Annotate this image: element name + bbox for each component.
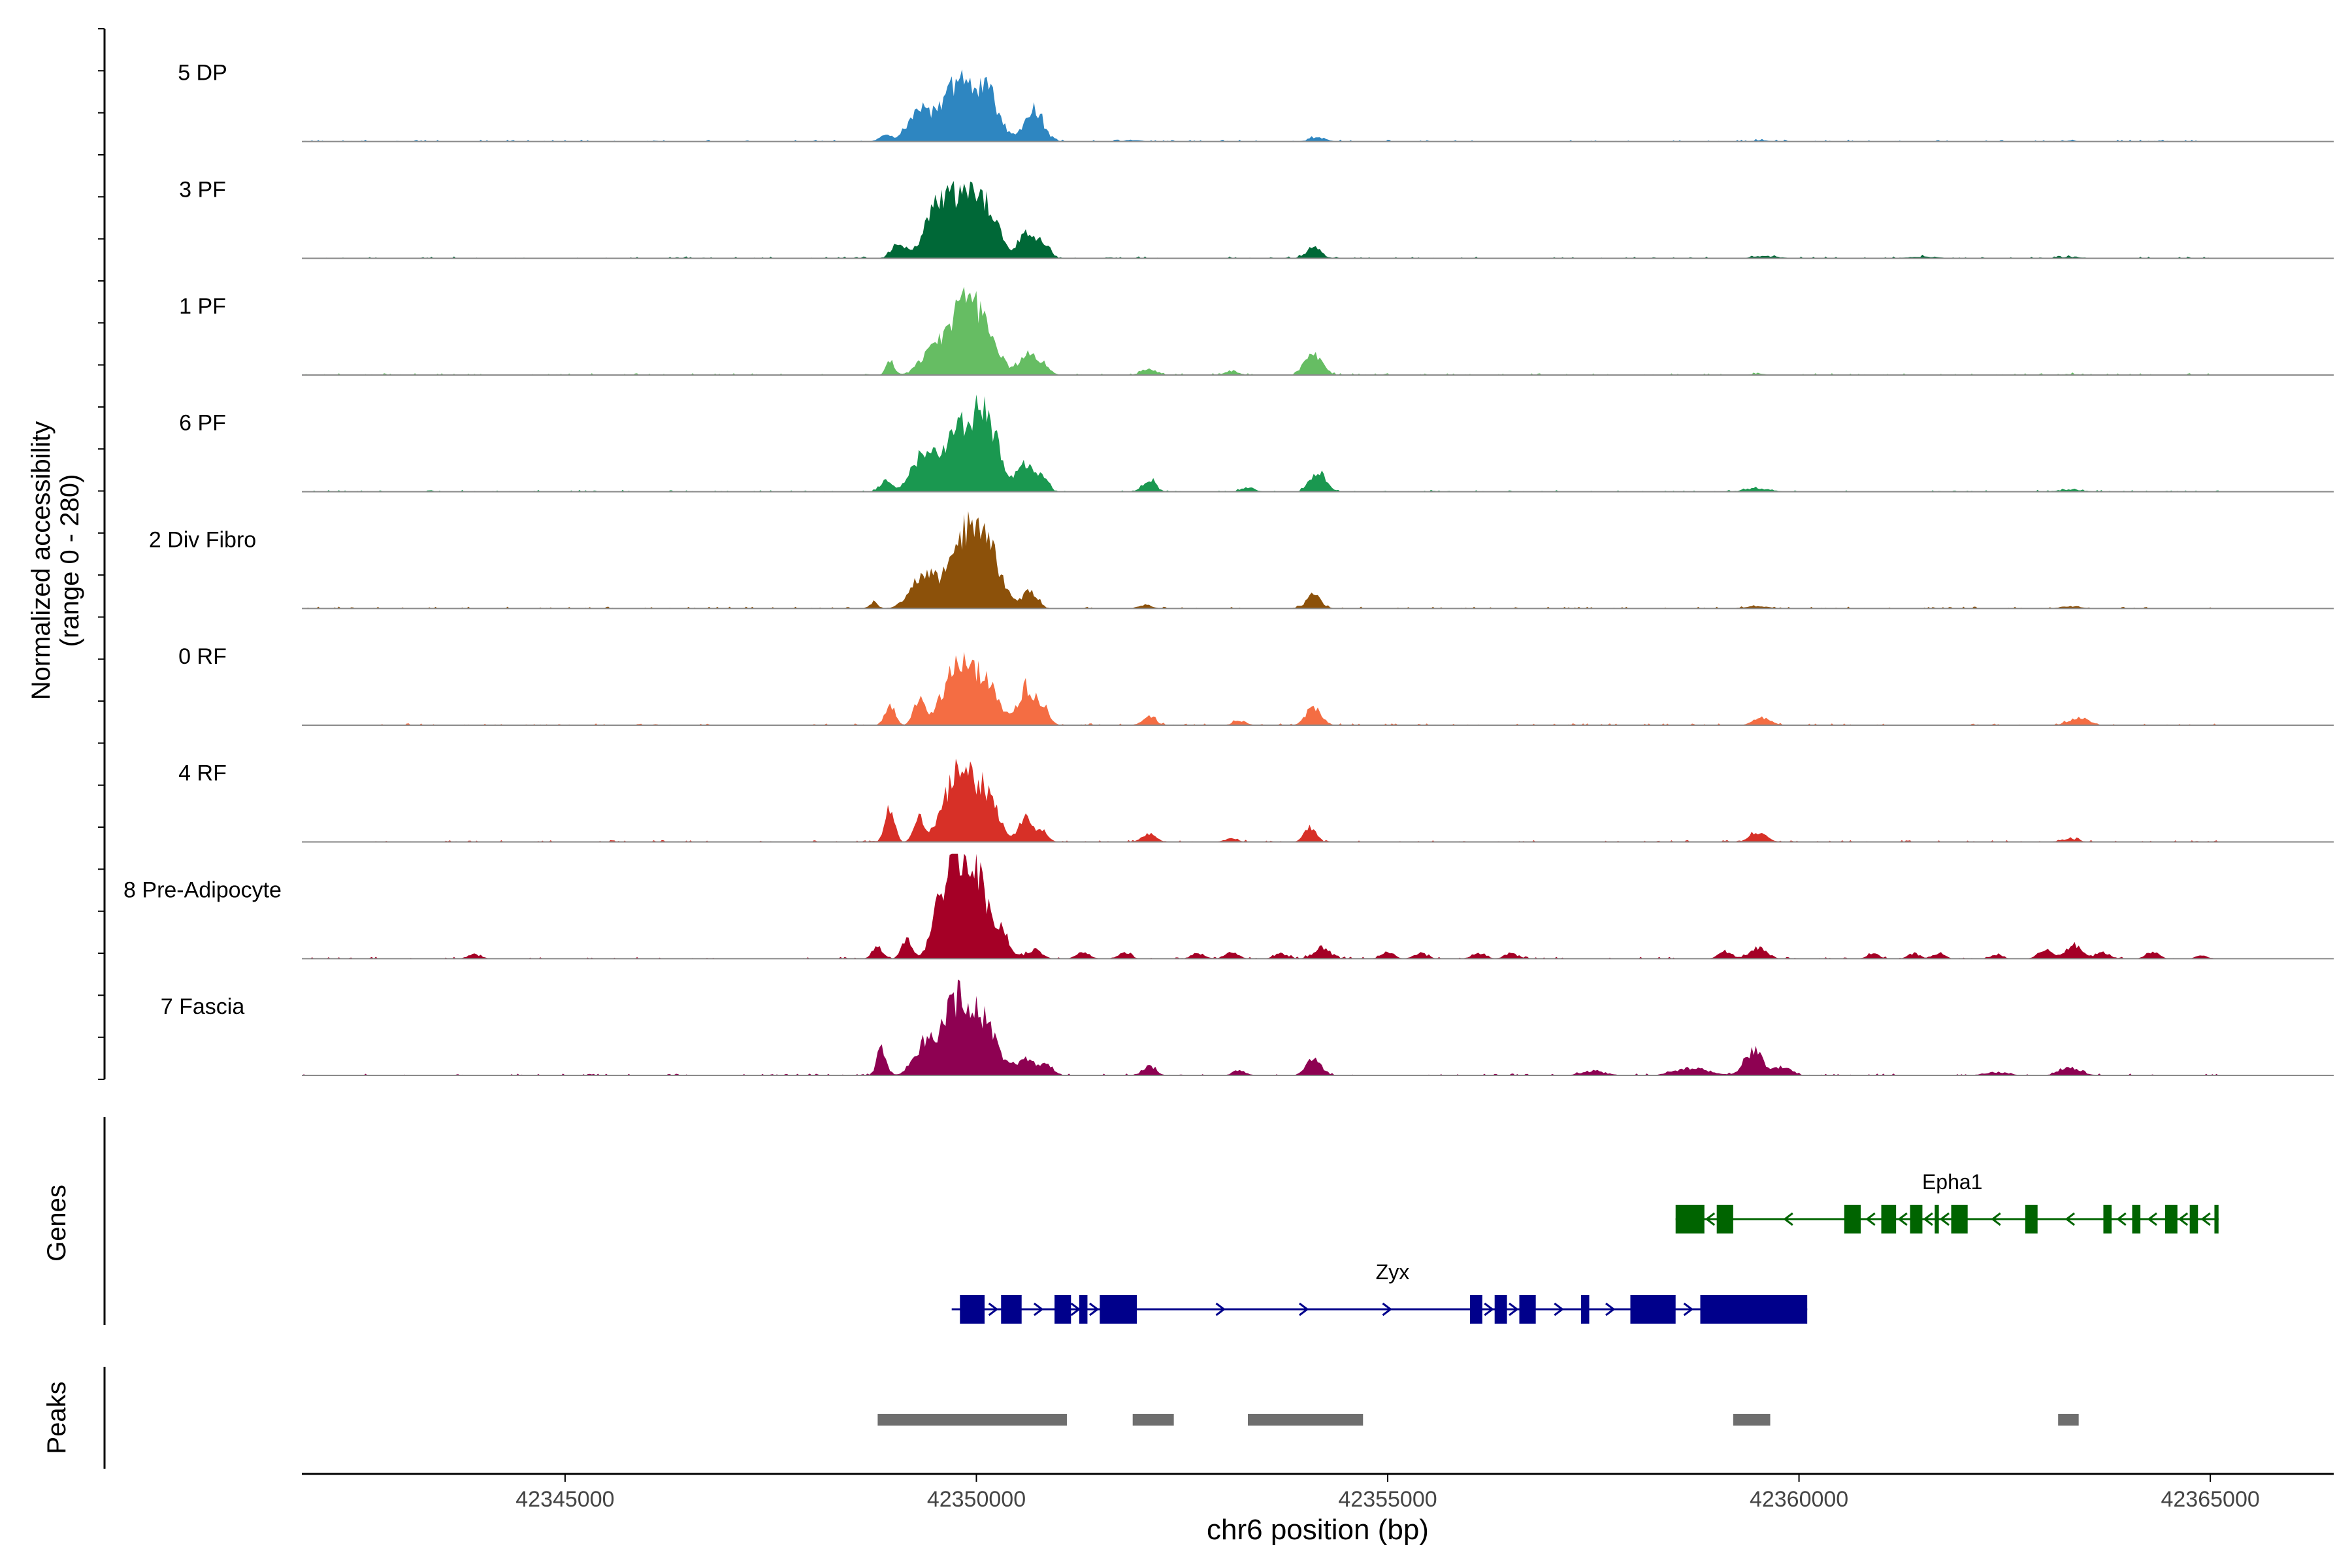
coverage-area-7-fascia [302, 979, 2219, 1075]
x-tick-label: 42345000 [515, 1487, 614, 1512]
strand-arrow-icon [1605, 1302, 1616, 1316]
gene-exon [1844, 1205, 1861, 1233]
strand-arrow-icon [988, 1302, 999, 1316]
coverage-area-3-pf [302, 181, 2219, 259]
coverage-area-4-rf [302, 759, 2219, 842]
strand-arrow-icon [2065, 1212, 2075, 1226]
strand-arrow-icon [1939, 1212, 1950, 1226]
peak-region [877, 1414, 1067, 1426]
track-label: 8 Pre-Adipocyte [123, 877, 282, 902]
gene-exon [1700, 1295, 1808, 1324]
gene-exon [1054, 1295, 1071, 1324]
strand-arrow-icon [1683, 1302, 1694, 1316]
coverage-area-8-pre-adipocyte [302, 853, 2219, 959]
track-label: 2 Div Fibro [149, 527, 256, 552]
strand-arrow-icon [1923, 1212, 1933, 1226]
genes-track-label: Genes [42, 1184, 71, 1262]
gene-exon [1519, 1295, 1536, 1324]
coverage-y-axis [98, 28, 106, 1080]
x-axis: 42345000 42350000 42355000 42360000 42365000 [302, 1473, 2334, 1512]
track-label: 1 PF [179, 294, 226, 319]
gene-exon [2189, 1205, 2198, 1233]
gene-exon [2214, 1205, 2219, 1233]
gene-epha1: Epha1 [1675, 1170, 2219, 1233]
strand-arrow-icon [1705, 1212, 1716, 1226]
genes-track: Epha1 Zyx [951, 1170, 2219, 1324]
gene-exon [1001, 1295, 1022, 1324]
peaks-track-label: Peaks [42, 1381, 71, 1454]
peak-region [1132, 1414, 1174, 1426]
strand-arrow-icon [1382, 1302, 1392, 1316]
peak-region [1733, 1414, 1771, 1426]
x-axis-title: chr6 position (bp) [1207, 1514, 1429, 1546]
gene-exon [1494, 1295, 1507, 1324]
track-label: 6 PF [179, 411, 226, 436]
coverage-tracks: 5 DP 3 PF 1 PF 6 PF 2 Div Fibro 0 RF 4 RF 8 Pre… [123, 61, 2334, 1076]
gene-exon [1580, 1295, 1590, 1324]
strand-arrow-icon [2178, 1212, 2189, 1226]
strand-arrow-icon [1509, 1302, 1519, 1316]
peaks-track [877, 1414, 2079, 1426]
track-label: 5 DP [178, 61, 227, 86]
gene-exon [960, 1295, 985, 1324]
strand-arrow-icon [1215, 1302, 1226, 1316]
strand-arrow-icon [1484, 1302, 1494, 1316]
strand-arrow-icon [1088, 1302, 1100, 1316]
track-label: 4 RF [178, 761, 227, 786]
x-tick-label: 42365000 [2161, 1487, 2259, 1512]
gene-name-label: Zyx [1376, 1260, 1410, 1284]
gene-name-label: Epha1 [1922, 1170, 1983, 1194]
strand-arrow-icon [1991, 1212, 2001, 1226]
gene-exon [1469, 1295, 1482, 1324]
track-label: 0 RF [178, 644, 227, 669]
track-label: 3 PF [179, 177, 226, 202]
x-tick-label: 42355000 [1338, 1487, 1437, 1512]
x-tick-label: 42360000 [1750, 1487, 1848, 1512]
gene-exon [1716, 1205, 1733, 1233]
coverage-area-6-pf [302, 394, 2219, 492]
gene-exon [2164, 1205, 2178, 1233]
strand-arrow-icon [1783, 1212, 1793, 1226]
peak-region [1247, 1414, 1364, 1426]
strand-arrow-icon [1034, 1302, 1044, 1316]
strand-arrow-icon [1554, 1302, 1564, 1316]
gene-exon [1630, 1295, 1676, 1324]
peak-region [2058, 1414, 2079, 1426]
gene-exon [1100, 1295, 1137, 1324]
strand-arrow-icon [2116, 1212, 2127, 1226]
gene-exon [2132, 1205, 2141, 1233]
coverage-area-0-rf [302, 651, 2219, 725]
y-axis-title-line1: Normalized accessibility [27, 421, 56, 700]
coverage-area-2-div-fibro [302, 511, 2219, 609]
gene-exon [2103, 1205, 2112, 1233]
strand-arrow-icon [2200, 1212, 2211, 1226]
gene-exon [1910, 1205, 1923, 1233]
strand-arrow-icon [1299, 1302, 1309, 1316]
gene-exon [1951, 1205, 1968, 1233]
gene-exon [1935, 1205, 1939, 1233]
x-tick-label: 42350000 [927, 1487, 1026, 1512]
coverage-area-1-pf [302, 286, 2219, 375]
strand-arrow-icon [1897, 1212, 1908, 1226]
gene-exon [1675, 1205, 1705, 1233]
strand-arrow-icon [2147, 1212, 2157, 1226]
gene-exon [1881, 1205, 1897, 1233]
track-label: 7 Fascia [161, 994, 245, 1019]
strand-arrow-icon [1070, 1302, 1081, 1316]
coverage-area-5-dp [302, 69, 2219, 142]
y-axis-title-line2: (range 0 - 280) [56, 474, 84, 647]
gene-exon [1079, 1295, 1088, 1324]
gene-exon [2025, 1205, 2038, 1233]
strand-arrow-icon [1865, 1212, 1876, 1226]
gene-zyx: Zyx [951, 1260, 1808, 1324]
